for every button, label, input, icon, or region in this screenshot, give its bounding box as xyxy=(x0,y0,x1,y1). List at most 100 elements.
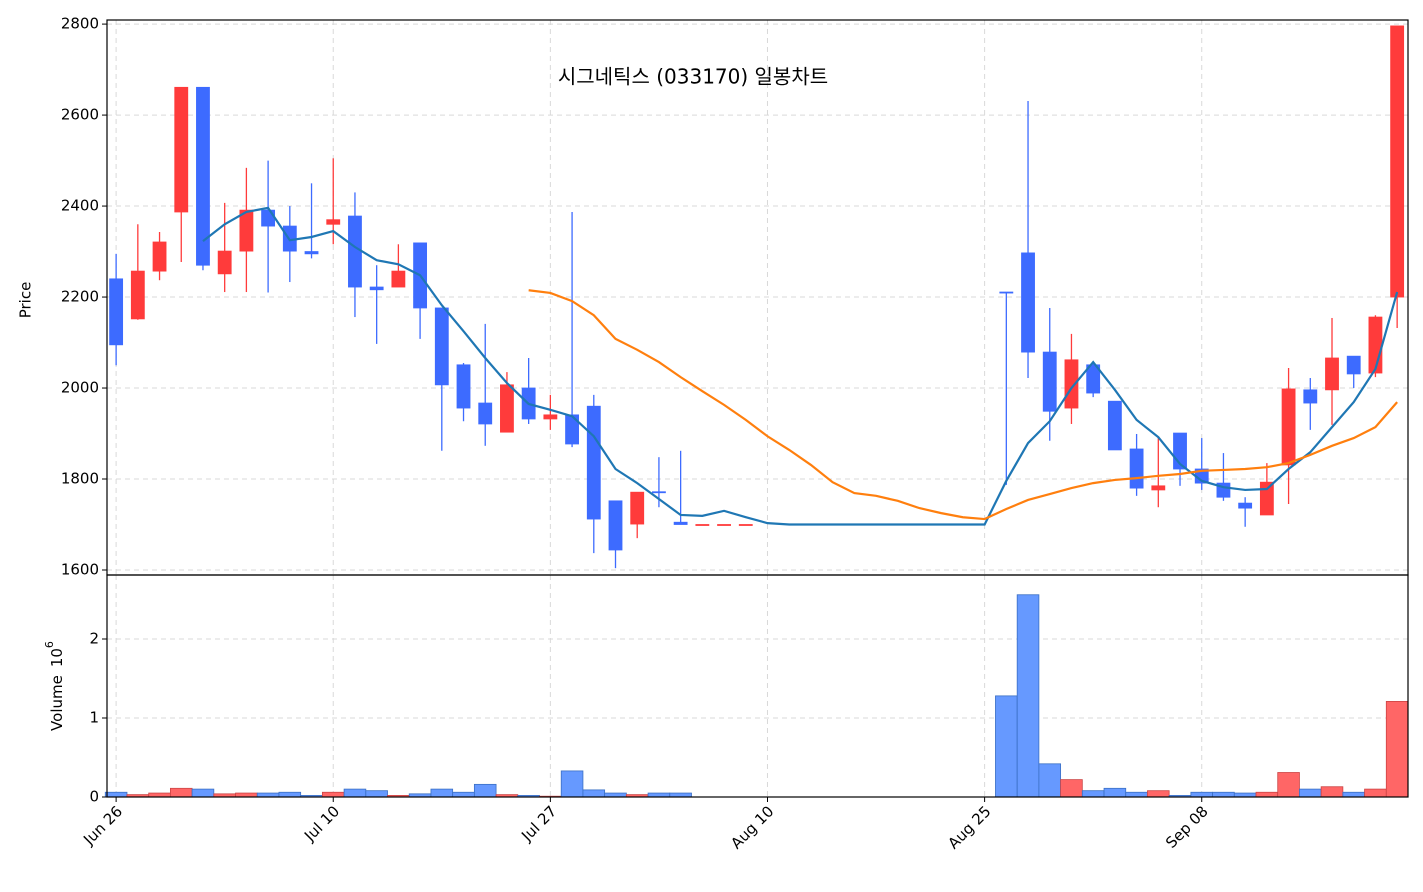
candle-body xyxy=(1303,389,1318,404)
candle-body xyxy=(543,414,558,420)
candle-body xyxy=(369,286,384,291)
candle-body xyxy=(1151,485,1166,491)
grid-layer xyxy=(107,20,1408,798)
candle-body xyxy=(1325,357,1339,391)
candle-body xyxy=(717,524,731,526)
volume-bar xyxy=(1364,788,1387,798)
candle-body xyxy=(999,291,1014,294)
candle-body xyxy=(1259,481,1274,516)
candle-body xyxy=(109,278,124,346)
candle-body xyxy=(326,219,341,225)
volume-bar xyxy=(1081,790,1105,798)
candle-body xyxy=(1390,25,1405,298)
y-tick-label: 1 xyxy=(89,708,99,726)
volume-bar xyxy=(1255,791,1279,798)
volume-bar xyxy=(343,788,367,798)
volume-bar xyxy=(1385,701,1409,798)
y-tick-label: 2 xyxy=(89,629,99,647)
y-tick-label: 2200 xyxy=(61,288,99,306)
volume-bar xyxy=(1342,791,1365,798)
candle-body xyxy=(1346,355,1361,375)
y-tick-label: 0 xyxy=(89,788,99,806)
moving-average-line xyxy=(528,289,1398,521)
volume-bar xyxy=(321,791,345,798)
candle-body xyxy=(630,491,645,525)
candle-body xyxy=(500,384,514,433)
candle-body xyxy=(196,86,210,266)
candle-body xyxy=(304,251,319,255)
x-tick-label: Jul 27 xyxy=(517,802,560,845)
volume-offset-exponent: 6 xyxy=(43,641,56,648)
y-tick-label: 2600 xyxy=(61,106,99,124)
x-tick-label: Jul 10 xyxy=(300,802,343,845)
candle-body xyxy=(1042,351,1057,412)
candle-body xyxy=(456,364,471,409)
volume-bar xyxy=(473,783,497,798)
candle-body xyxy=(652,491,666,494)
candle-body xyxy=(1281,388,1296,466)
candle-body xyxy=(695,524,710,526)
volume-bar xyxy=(1299,788,1322,798)
x-tick-label: Aug 25 xyxy=(944,802,994,852)
candle-body xyxy=(217,250,232,275)
moving-average-line xyxy=(202,206,1399,526)
candle-body xyxy=(348,215,362,288)
x-tick-label: Sep 08 xyxy=(1162,802,1212,852)
volume-bar xyxy=(452,791,475,798)
volume-offset-base: 10 xyxy=(48,648,66,667)
volume-bar xyxy=(1190,791,1213,798)
chart-title: 시그네틱스 (033170) 일봉차트 xyxy=(558,65,828,89)
volume-bar xyxy=(995,695,1018,798)
candle-body xyxy=(1368,316,1383,374)
candle-body xyxy=(608,500,623,551)
candle-body xyxy=(478,402,493,425)
candle-body xyxy=(1021,252,1035,353)
candle-body xyxy=(174,86,189,213)
candle-body xyxy=(130,270,145,320)
volume-bar xyxy=(1038,763,1062,798)
volume-bar xyxy=(1125,791,1148,798)
volume-bar xyxy=(191,788,215,798)
volume-bar xyxy=(278,791,302,798)
y-tick-label: 1600 xyxy=(61,560,99,578)
volume-frame xyxy=(106,574,1409,798)
y-axis-label: Price xyxy=(17,282,35,319)
volume-bar xyxy=(169,787,193,798)
volume-axis-label: Volume 106 xyxy=(43,641,66,731)
candle-body xyxy=(434,307,449,386)
candle-body xyxy=(1107,400,1122,451)
volume-bar xyxy=(1016,594,1040,798)
y-tick-label: 2000 xyxy=(61,379,99,397)
volume-bar xyxy=(582,789,606,798)
candle-body xyxy=(261,209,276,227)
volume-bar xyxy=(365,790,388,798)
volume-bar xyxy=(1103,787,1127,798)
candle-body xyxy=(1086,364,1101,394)
volume-bar xyxy=(1060,779,1083,798)
candle-body xyxy=(586,405,601,520)
x-tick-label: Aug 10 xyxy=(727,802,777,852)
volume-bar xyxy=(1212,791,1235,798)
volume-bar xyxy=(1277,772,1300,798)
candle-body xyxy=(1129,448,1144,489)
volume-bar xyxy=(104,791,128,798)
volume-bar xyxy=(1147,790,1170,798)
x-tick-label: Jun 26 xyxy=(79,802,126,849)
candle-body xyxy=(239,209,254,252)
candle-body xyxy=(738,524,753,526)
candle-body xyxy=(565,414,579,445)
candle-body xyxy=(391,270,406,288)
volume-label: Volume xyxy=(48,675,66,731)
candle-body xyxy=(1064,359,1079,409)
y-tick-label: 2400 xyxy=(61,197,99,215)
candle-body xyxy=(1238,502,1253,509)
mark-layer xyxy=(104,25,1409,798)
candle-body xyxy=(673,521,688,525)
candle-body xyxy=(152,241,167,272)
y-tick-label: 1800 xyxy=(61,470,99,488)
volume-bar xyxy=(1320,786,1344,798)
volume-bar xyxy=(560,770,584,798)
volume-bar xyxy=(430,788,454,798)
y-tick-label: 2800 xyxy=(61,15,99,33)
